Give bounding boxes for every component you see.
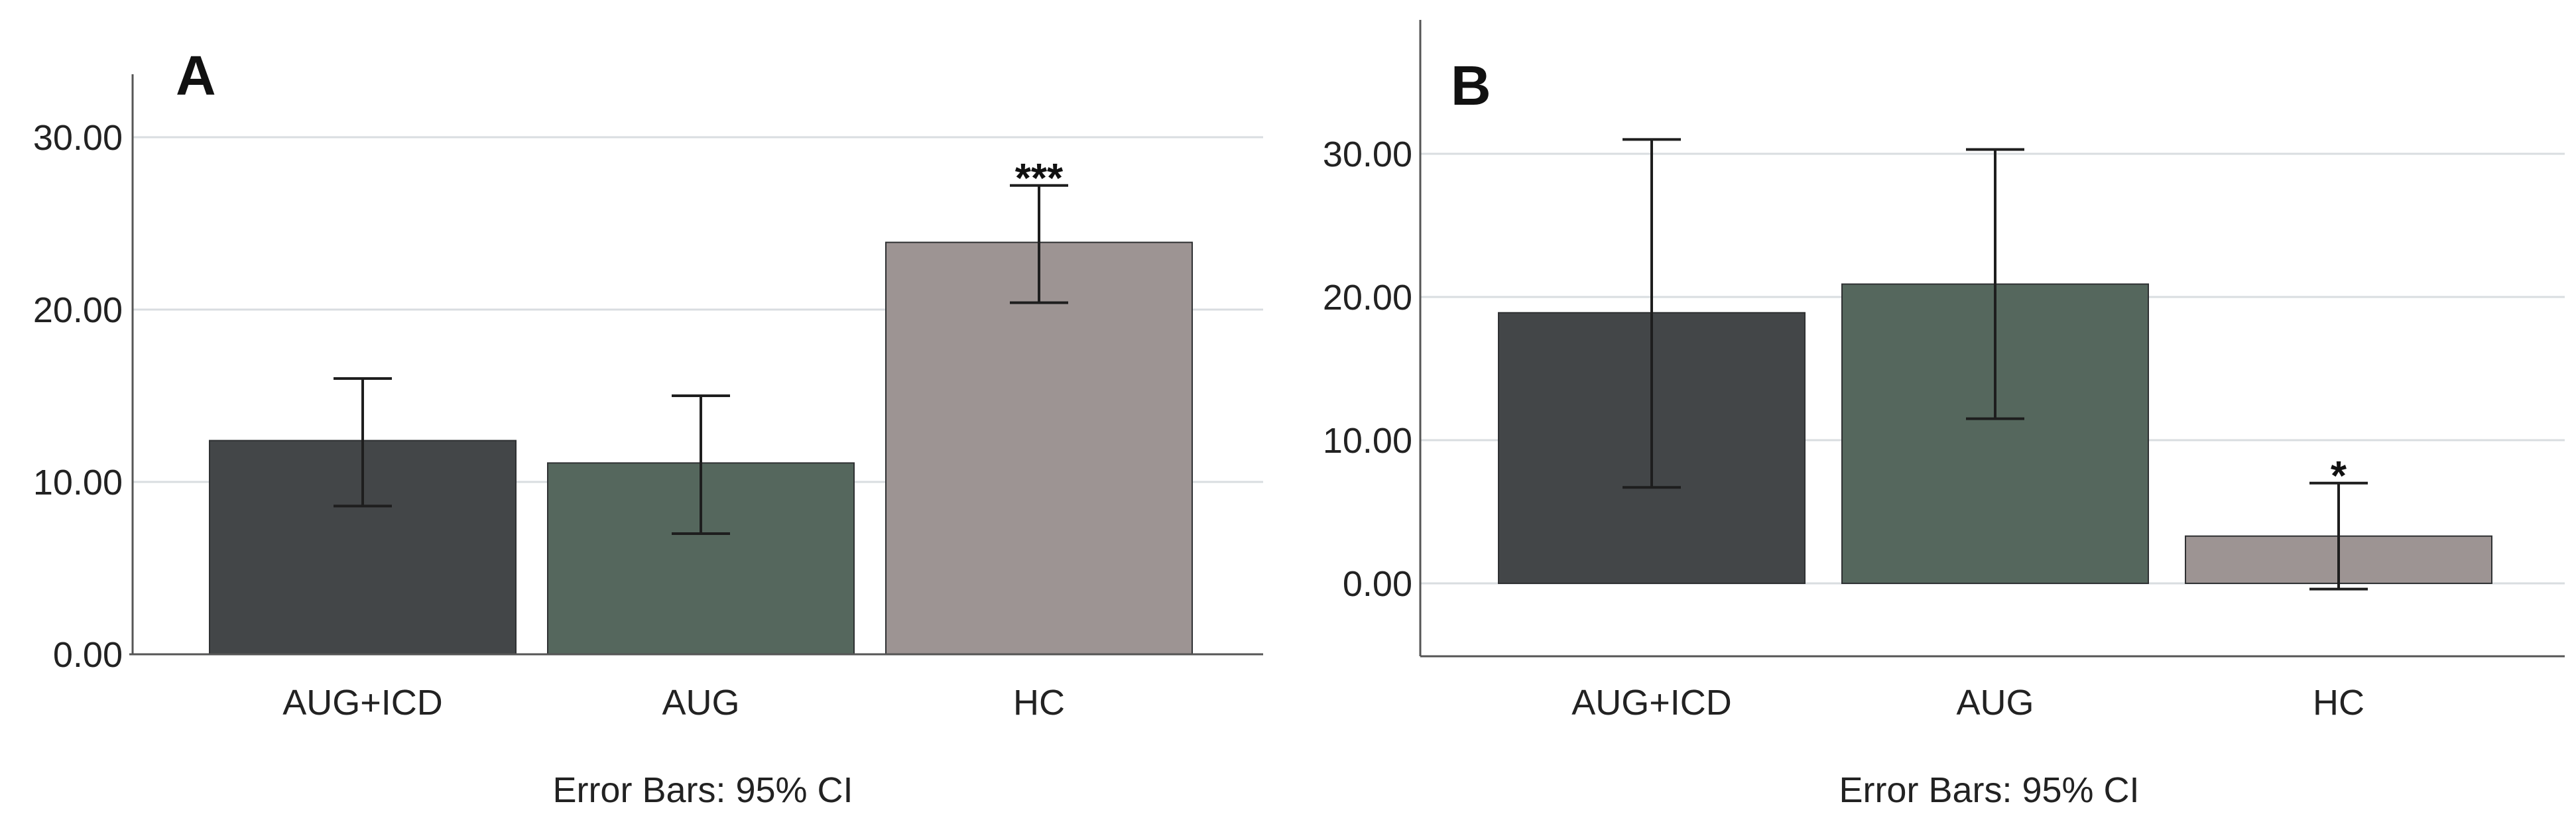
panel-b-error-bars xyxy=(1623,138,2368,591)
error-bar xyxy=(672,394,730,535)
panel-a-significance-labels: *** xyxy=(1015,156,1064,202)
error-bar xyxy=(2309,481,2368,591)
panel-b-significance-labels: * xyxy=(2331,453,2347,499)
y-tick-label: 30.00 xyxy=(33,118,123,158)
panel-a-y-tick-labels: 0.00 10.00 20.00 30.00 xyxy=(33,118,123,675)
panel-a-error-bars xyxy=(334,184,1068,535)
x-tick-label: AUG xyxy=(662,683,739,723)
y-tick-label: 30.00 xyxy=(1323,135,1412,174)
x-tick-label: HC xyxy=(2313,683,2364,723)
panel-a-label: A xyxy=(176,44,216,107)
x-tick-label: HC xyxy=(1013,683,1065,723)
error-bar xyxy=(1010,184,1068,304)
bar-hc xyxy=(885,241,1193,656)
chart-panel-a: 0.00 10.00 20.00 30.00 AUG+ICD AUG HC *** A E… xyxy=(33,44,1263,810)
chart-panel-b: 0.00 10.00 20.00 30.00 AUG+ICD AUG HC * B Err… xyxy=(1323,20,2565,810)
error-bar xyxy=(1623,138,1681,489)
y-tick-label: 10.00 xyxy=(33,463,123,502)
significance-label: *** xyxy=(1015,156,1064,202)
x-tick-label: AUG+ICD xyxy=(1571,683,1732,723)
y-tick-label: 0.00 xyxy=(1343,564,1412,604)
y-tick-label: 20.00 xyxy=(1323,278,1412,318)
panel-a-x-tick-labels: AUG+ICD AUG HC xyxy=(282,683,1065,723)
y-tick-label: 0.00 xyxy=(53,635,123,675)
error-bar xyxy=(1966,148,2024,420)
significance-label: * xyxy=(2331,453,2347,499)
x-tick-label: AUG+ICD xyxy=(282,683,443,723)
panel-b-x-tick-labels: AUG+ICD AUG HC xyxy=(1571,683,2364,723)
y-tick-label: 10.00 xyxy=(1323,421,1412,461)
panel-b-footnote: Error Bars: 95% CI xyxy=(1839,770,2139,810)
y-tick-label: 20.00 xyxy=(33,290,123,330)
error-bar xyxy=(334,377,392,508)
x-tick-label: AUG xyxy=(1956,683,2034,723)
panel-b-label: B xyxy=(1451,54,1491,117)
panel-b-y-tick-labels: 0.00 10.00 20.00 30.00 xyxy=(1323,135,1412,604)
panel-a-footnote: Error Bars: 95% CI xyxy=(552,770,853,810)
